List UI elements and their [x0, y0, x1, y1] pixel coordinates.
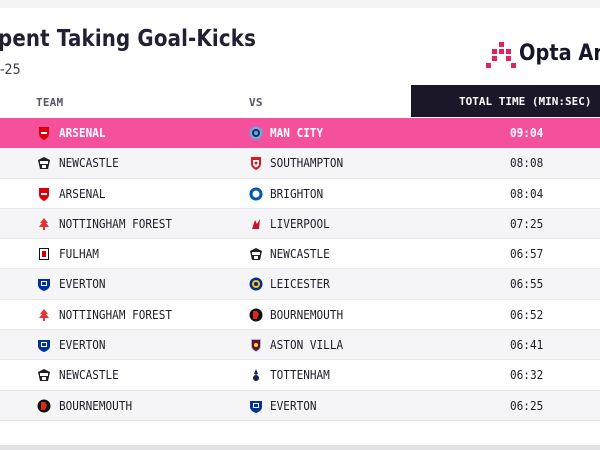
man-city-crest-icon	[249, 126, 263, 140]
total-time: 06:52	[510, 307, 544, 322]
total-time: 06:57	[510, 247, 544, 262]
total-time: 06:55	[510, 277, 544, 292]
team-name: FULHAM	[59, 247, 99, 262]
nottingham-forest-crest-icon	[37, 308, 51, 322]
team-name: EVERTON	[59, 338, 106, 353]
opta-logo: Opta Ana	[486, 37, 600, 69]
table-row[interactable]: ARSENAL BRIGHTON 08:04	[0, 178, 600, 209]
tottenham-crest-icon	[249, 368, 263, 382]
opponent-name: BRIGHTON	[270, 186, 324, 201]
page-footer-strip	[0, 445, 600, 450]
total-time: 08:04	[510, 186, 544, 201]
team-name: ARSENAL	[59, 126, 106, 140]
team-name: EVERTON	[59, 277, 106, 292]
total-time: 06:41	[510, 338, 544, 353]
opta-mark-icon	[486, 38, 516, 68]
table-body: ARSENAL MAN CITY 09:04 NEWCASTLE SOUTHAMPTON…	[0, 118, 600, 421]
bournemouth-crest-icon	[249, 308, 263, 322]
opponent-name: MAN CITY	[270, 126, 324, 140]
arsenal-crest-icon	[37, 187, 51, 201]
page-subtitle: -25	[0, 62, 21, 78]
everton-crest-icon	[37, 338, 51, 353]
southampton-crest-icon	[249, 156, 263, 171]
total-time: 06:25	[510, 398, 544, 413]
leicester-crest-icon	[249, 277, 263, 291]
opponent-name: NEWCASTLE	[270, 247, 330, 262]
table-row[interactable]: EVERTON LEICESTER 06:55	[0, 269, 600, 300]
everton-crest-icon	[249, 399, 263, 413]
table-row[interactable]: BOURNEMOUTH EVERTON 06:25	[0, 390, 600, 421]
nottingham-forest-crest-icon	[37, 217, 51, 231]
column-header-vs[interactable]: VS	[249, 96, 263, 109]
total-time: 07:25	[510, 216, 544, 231]
page-title: pent Taking Goal-Kicks	[0, 26, 257, 52]
table-row[interactable]: NEWCASTLE SOUTHAMPTON 08:08	[0, 148, 600, 179]
table-header: TEAM VS TOTAL TIME (MIN:SEC)	[0, 85, 600, 117]
team-name: NOTTINGHAM FOREST	[59, 216, 173, 231]
everton-crest-icon	[37, 277, 51, 292]
table-row[interactable]: FULHAM NEWCASTLE 06:57	[0, 239, 600, 270]
stats-card: pent Taking Goal-Kicks -25 Opta Ana TEAM…	[0, 8, 600, 445]
table-row[interactable]: NEWCASTLE TOTTENHAM 06:32	[0, 360, 600, 391]
opponent-name: LEICESTER	[270, 277, 330, 292]
total-time: 08:08	[510, 156, 544, 171]
opponent-name: SOUTHAMPTON	[270, 156, 344, 171]
brighton-crest-icon	[249, 187, 263, 201]
logo-text: Opta Ana	[519, 40, 600, 66]
column-header-team[interactable]: TEAM	[36, 96, 64, 109]
total-time: 09:04	[510, 126, 544, 140]
team-name: NEWCASTLE	[59, 368, 119, 383]
newcastle-crest-icon	[37, 156, 51, 170]
opponent-name: ASTON VILLA	[270, 338, 344, 353]
team-name: NEWCASTLE	[59, 156, 119, 171]
opponent-name: EVERTON	[270, 398, 317, 413]
table-row[interactable]: ARSENAL MAN CITY 09:04	[0, 118, 600, 149]
aston-villa-crest-icon	[249, 338, 263, 353]
newcastle-crest-icon	[249, 247, 263, 261]
fulham-crest-icon	[37, 247, 51, 261]
liverpool-crest-icon	[249, 217, 263, 231]
table-row[interactable]: EVERTON ASTON VILLA 06:41	[0, 330, 600, 361]
arsenal-crest-icon	[37, 126, 51, 140]
total-time: 06:32	[510, 368, 544, 383]
table-row[interactable]: NOTTINGHAM FOREST BOURNEMOUTH 06:52	[0, 299, 600, 331]
opponent-name: LIVERPOOL	[270, 216, 330, 231]
opponent-name: TOTTENHAM	[270, 368, 330, 383]
table-row[interactable]: NOTTINGHAM FOREST LIVERPOOL 07:25	[0, 208, 600, 240]
team-name: ARSENAL	[59, 186, 106, 201]
team-name: BOURNEMOUTH	[59, 398, 133, 413]
newcastle-crest-icon	[37, 368, 51, 382]
column-header-total-time[interactable]: TOTAL TIME (MIN:SEC)	[411, 85, 600, 117]
opponent-name: BOURNEMOUTH	[270, 307, 344, 322]
team-name: NOTTINGHAM FOREST	[59, 307, 173, 322]
bournemouth-crest-icon	[37, 399, 51, 413]
